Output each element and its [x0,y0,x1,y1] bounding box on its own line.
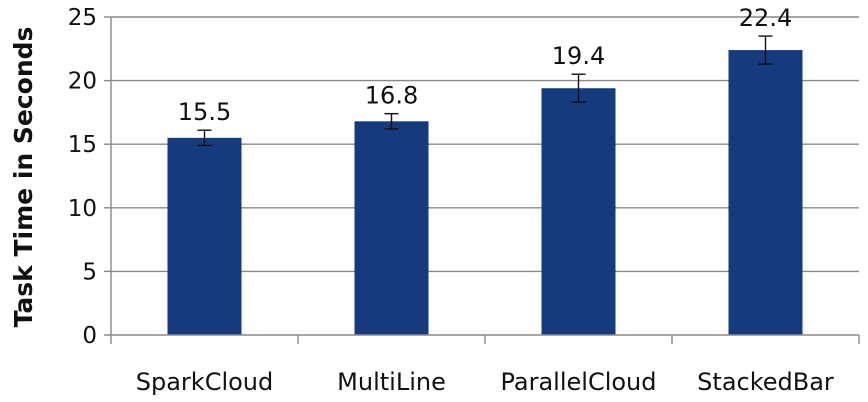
bar-sparkcloud [168,138,242,335]
data-label: 19.4 [552,42,605,70]
y-tick-label: 15 [68,132,97,158]
y-axis-title: Task Time in Seconds [9,27,38,328]
data-label: 15.5 [178,98,231,126]
bar-multiline [355,121,429,335]
bar-parallelcloud [542,88,616,335]
y-tick-label: 5 [82,259,97,285]
y-tick-label: 0 [82,323,97,349]
y-tick-label: 20 [68,69,97,95]
x-category-label: MultiLine [337,368,446,396]
x-category-label: StackedBar [697,368,834,396]
data-label: 16.8 [365,82,418,110]
x-category-label: SparkCloud [136,368,274,396]
y-tick-label: 10 [68,196,97,222]
error-bars [198,36,773,145]
bar-stackedbar [729,50,803,335]
x-category-label: ParallelCloud [501,368,657,396]
data-label: 22.4 [739,4,792,32]
y-tick-label: 25 [68,5,97,31]
bars [168,50,803,335]
